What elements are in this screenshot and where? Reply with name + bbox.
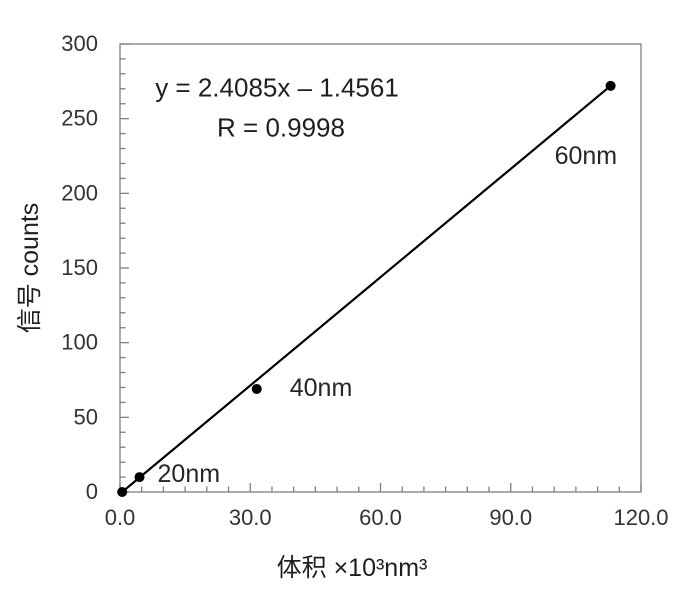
y-axis-tick-label: 150 (61, 255, 98, 280)
x-axis-tick-label: 60.0 (359, 505, 402, 530)
y-axis-tick-label: 200 (61, 180, 98, 205)
x-axis-tick-label: 90.0 (489, 505, 532, 530)
data-point (251, 383, 262, 394)
data-point-label: 20nm (158, 460, 221, 488)
trendline (121, 84, 612, 493)
y-axis-tick-label: 50 (74, 404, 98, 429)
trendline-equation: y = 2.4085x – 1.4561 (155, 72, 399, 103)
y-axis-tick-label: 100 (61, 330, 98, 355)
y-axis-title: 信号 counts (16, 202, 44, 334)
x-axis-tick-label: 120.0 (613, 505, 668, 530)
correlation-coefficient: R = 0.9998 (217, 112, 345, 143)
plot-border (119, 43, 642, 493)
data-point (134, 472, 145, 483)
x-axis-tick-label: 30.0 (229, 505, 272, 530)
data-point (117, 487, 128, 497)
x-axis-tick-label: 0.0 (105, 505, 136, 530)
x-axis-title: 体积 ×10³nm³ (276, 554, 428, 582)
data-point-label: 60nm (555, 142, 618, 170)
data-point-label: 40nm (290, 374, 353, 402)
data-point (605, 80, 616, 91)
y-axis-tick-label: 250 (61, 106, 98, 131)
y-axis-tick-label: 0 (86, 479, 98, 504)
y-axis-tick-label: 300 (61, 31, 98, 56)
